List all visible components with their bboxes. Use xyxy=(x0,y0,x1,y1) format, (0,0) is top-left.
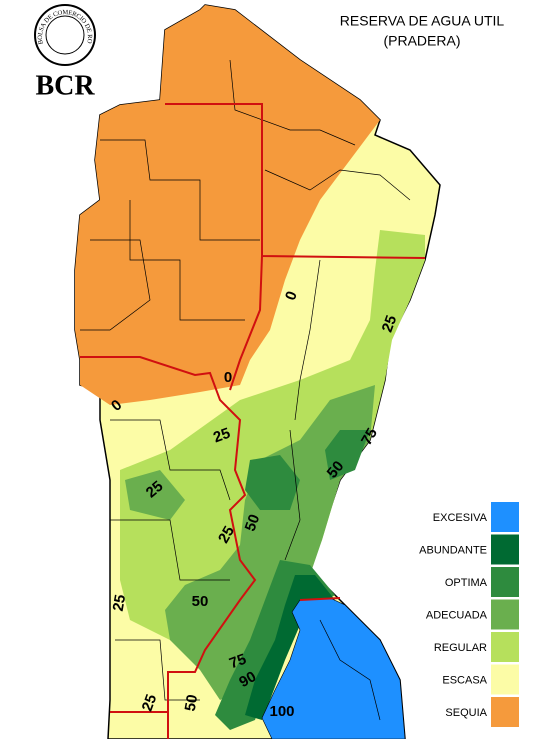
district-line xyxy=(319,619,381,721)
legend-swatch xyxy=(491,534,519,565)
contour-label: 90 xyxy=(236,668,259,691)
contour-label: 25 xyxy=(110,593,130,612)
district-line xyxy=(115,639,200,701)
contour-label: 25 xyxy=(139,692,161,713)
district-lines xyxy=(80,59,411,721)
contour-label: 75 xyxy=(358,425,381,448)
region-adecuada xyxy=(165,385,375,700)
boundary-line xyxy=(80,356,257,739)
legend-label: OPTIMA xyxy=(445,577,488,589)
legend-swatch xyxy=(491,567,519,597)
contour-label: 100 xyxy=(269,703,294,720)
seal-inner xyxy=(45,15,85,55)
seal xyxy=(34,4,96,66)
legend-swatch xyxy=(491,697,519,727)
district-line xyxy=(110,419,231,501)
legend-label: ADECUADA xyxy=(426,609,488,621)
legend-swatch xyxy=(491,502,519,532)
legend: EXCESIVA ABUNDANTE OPTIMA ADECUADA REGULAR ES… xyxy=(419,502,519,727)
boundary-line xyxy=(165,103,426,259)
district-line xyxy=(264,169,411,201)
boundary-line xyxy=(299,597,341,601)
boundary-line xyxy=(229,255,263,391)
legend-label: ABUNDANTE xyxy=(419,544,487,556)
contour-label: 25 xyxy=(211,425,232,447)
contour-label: 25 xyxy=(215,523,238,546)
contour-label: 50 xyxy=(192,593,209,610)
region-excesiva xyxy=(261,597,406,739)
legend-label: SEQUIA xyxy=(445,707,487,719)
region-adecuada xyxy=(125,470,185,520)
district-line xyxy=(110,519,230,581)
legend-label: ESCASA xyxy=(442,674,487,686)
logo-text: BCR xyxy=(35,70,95,101)
contour-label: 50 xyxy=(242,512,264,533)
department-lines xyxy=(80,103,426,739)
district-line xyxy=(100,139,260,241)
map xyxy=(74,4,441,739)
legend-label: REGULAR xyxy=(434,642,487,654)
contour-label: 0 xyxy=(224,369,232,386)
region-sequia xyxy=(75,5,380,405)
contour-label: 75 xyxy=(227,651,248,673)
district-line xyxy=(284,429,301,561)
legend-swatch xyxy=(491,664,519,695)
title: RESERVA DE AGUA UTIL xyxy=(340,13,505,29)
contour-label: 50 xyxy=(182,693,202,712)
region-regular xyxy=(120,230,425,650)
district-line xyxy=(294,259,321,421)
region-optima xyxy=(325,430,370,480)
legend-swatch xyxy=(491,632,519,662)
district-line xyxy=(80,239,151,331)
legend-label: EXCESIVA xyxy=(433,512,488,524)
subtitle: (PRADERA) xyxy=(383,33,460,49)
contour-label: 25 xyxy=(379,313,401,334)
legend-swatch xyxy=(491,599,519,630)
district-line xyxy=(229,59,356,146)
region-optima xyxy=(245,455,300,510)
